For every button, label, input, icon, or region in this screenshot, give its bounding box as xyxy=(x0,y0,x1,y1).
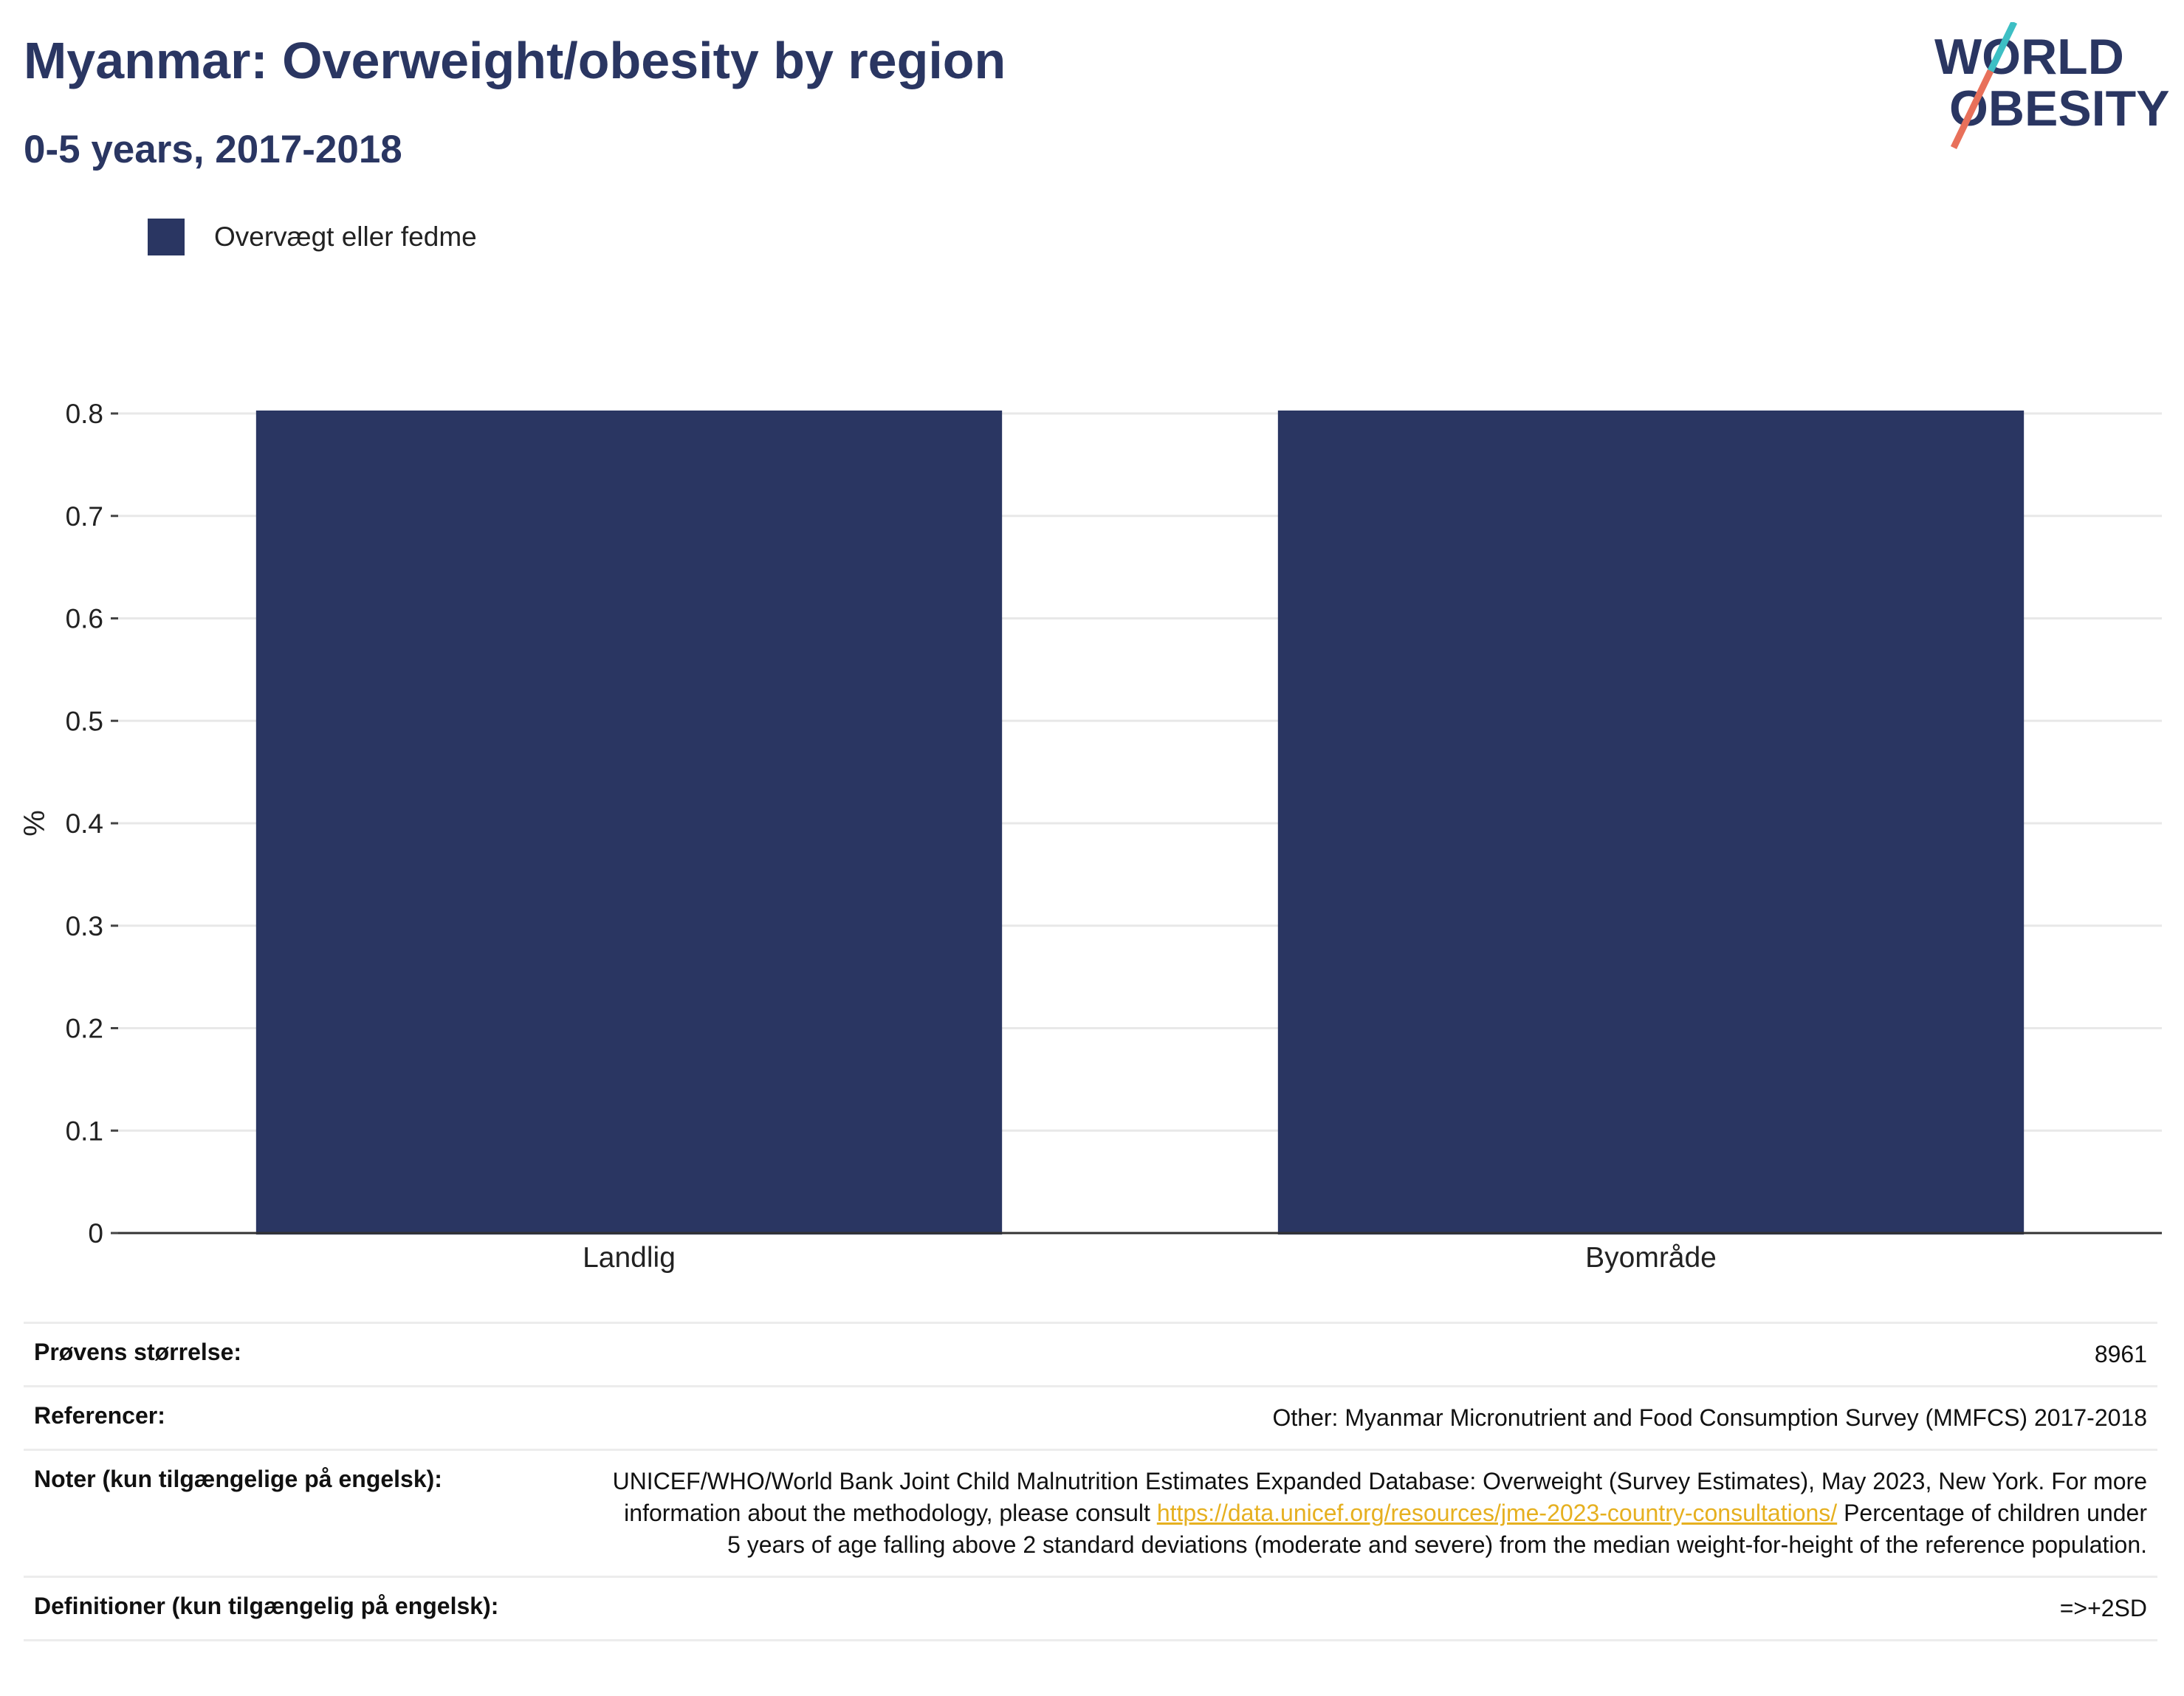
notes-link[interactable]: https://data.unicef.org/resources/jme-20… xyxy=(1156,1500,1838,1526)
legend[interactable]: Overvægt eller fedme xyxy=(148,219,477,255)
bar-landlig[interactable] xyxy=(255,411,1003,1235)
references-value: Other: Myanmar Micronutrient and Food Co… xyxy=(1272,1404,2147,1431)
notes-label: Noter (kun tilgængelige på engelsk): xyxy=(34,1466,442,1492)
notes-text-after: Percentage of children under 5 years of … xyxy=(727,1500,2147,1558)
legend-swatch xyxy=(148,219,185,255)
y-tick-labels: 0 0.1 0.2 0.3 0.4 0.5 0.6 0.7 0.8 xyxy=(66,399,118,1249)
bars xyxy=(255,411,2025,1235)
logo-line-2: OBESITY xyxy=(1949,80,2170,137)
y-tick-label: 0.2 xyxy=(66,1014,103,1044)
logo-line-1: WORLD xyxy=(1934,29,2124,85)
chart-title: Myanmar: Overweight/obesity by region xyxy=(24,32,1006,89)
definitions-row: Definitioner (kun tilgængelig på engelsk… xyxy=(24,1576,2157,1641)
y-tick-label: 0.5 xyxy=(66,706,103,736)
metadata-table: Prøvens størrelse: 8961 Referencer: Othe… xyxy=(24,1322,2157,1641)
y-tick-label: 0.8 xyxy=(66,399,103,429)
notes-text-before: UNICEF/WHO/World Bank Joint Child Malnut… xyxy=(612,1468,2147,1526)
y-tick-label: 0.1 xyxy=(66,1116,103,1146)
references-row: Referencer: Other: Myanmar Micronutrient… xyxy=(24,1385,2157,1449)
x-tick-label: Byområde xyxy=(1585,1242,1717,1274)
notes-value: UNICEF/WHO/World Bank Joint Child Malnut… xyxy=(611,1466,2147,1561)
y-tick-label: 0.3 xyxy=(66,911,103,941)
chart-subtitle: 0-5 years, 2017-2018 xyxy=(24,128,402,171)
sample-size-label: Prøvens størrelse: xyxy=(34,1339,242,1365)
y-tick-label: 0.7 xyxy=(66,501,103,532)
bar-byområde[interactable] xyxy=(1277,411,2025,1235)
sample-size-row: Prøvens størrelse: 8961 xyxy=(24,1322,2157,1385)
definitions-value: =>+2SD xyxy=(2059,1595,2147,1621)
y-tick-label: 0 xyxy=(88,1218,103,1249)
y-tick-label: 0.4 xyxy=(66,808,103,839)
x-tick-label: Landlig xyxy=(583,1242,676,1274)
bar-chart: 0 0.1 0.2 0.3 0.4 0.5 0.6 0.7 0.8 Landlig Byområd… xyxy=(18,399,2162,1274)
legend-label: Overvægt eller fedme xyxy=(214,222,477,252)
y-tick-label: 0.6 xyxy=(66,604,103,634)
y-axis-label: % xyxy=(18,810,51,837)
notes-row: Noter (kun tilgængelige på engelsk): UNI… xyxy=(24,1449,2157,1576)
references-label: Referencer: xyxy=(34,1402,165,1429)
definitions-label: Definitioner (kun tilgængelig på engelsk… xyxy=(34,1593,499,1619)
logo-slash-top xyxy=(1987,22,2018,72)
sample-size-value: 8961 xyxy=(2094,1341,2147,1367)
x-tick-labels: Landlig Byområde xyxy=(583,1242,1717,1274)
logo-slash-bottom xyxy=(1950,69,1994,149)
world-obesity-logo: WORLD OBESITY xyxy=(1934,22,2170,149)
